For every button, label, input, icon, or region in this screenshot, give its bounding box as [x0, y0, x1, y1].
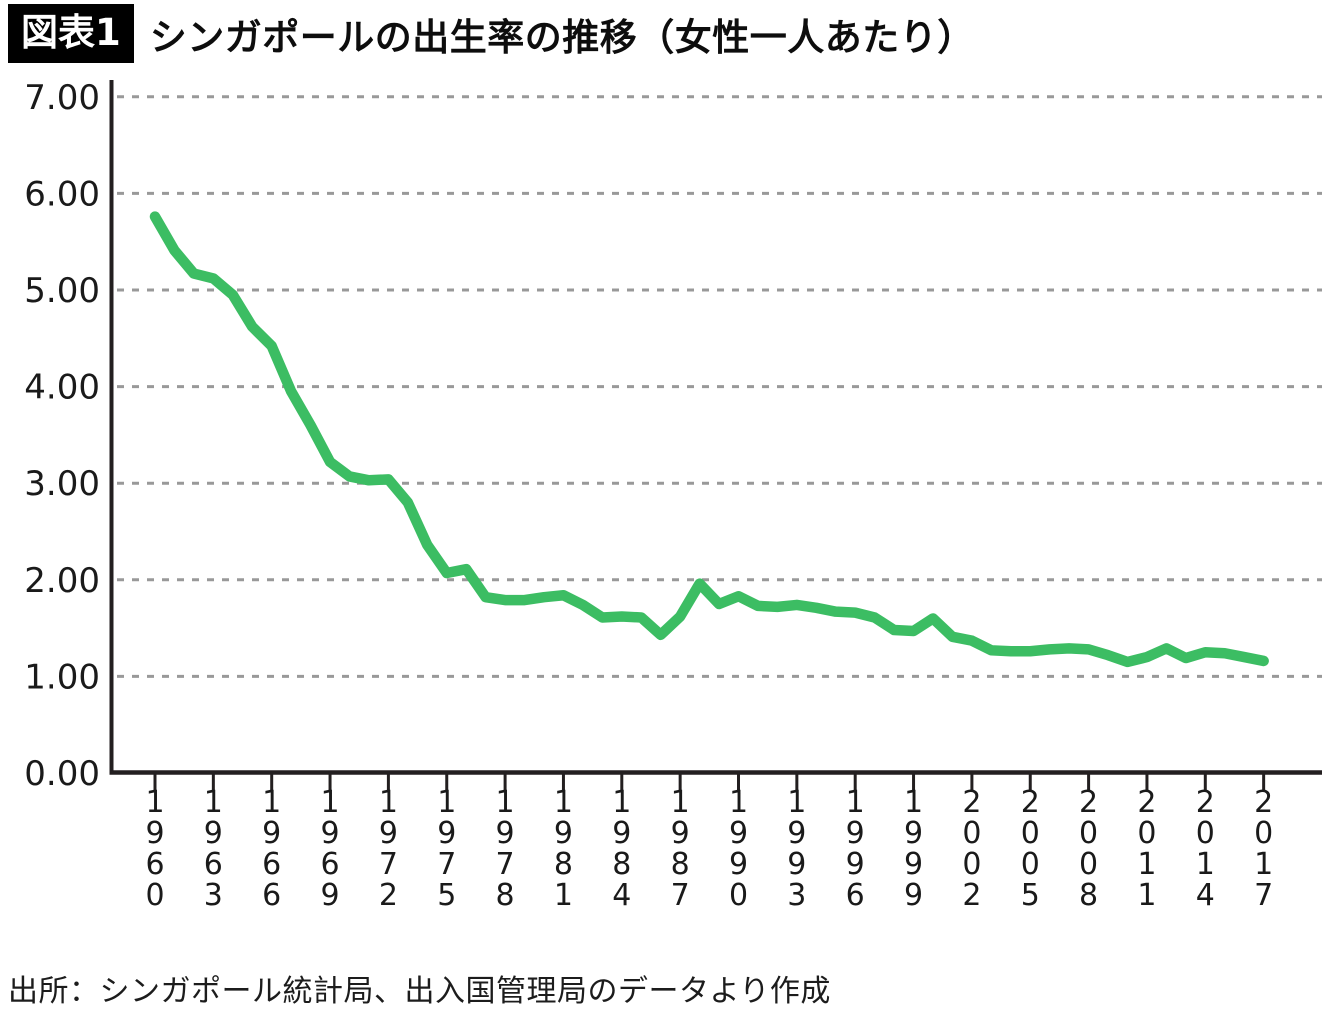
axes: [109, 80, 1322, 775]
figure-badge: 図表1: [8, 4, 134, 63]
y-axis-label: 6.00: [24, 174, 100, 214]
y-axis-label: 1.00: [24, 657, 100, 697]
y-axis-label: 3.00: [24, 464, 100, 504]
fertility-rate-line: [149, 211, 1269, 668]
source-note: 出所：シンガポール統計局、出入国管理局のデータより作成: [8, 974, 831, 1009]
x-axis-ticks: [153, 774, 1266, 791]
figure-header: 図表1 シンガポールの出生率の推移（女性一人あたり）: [8, 4, 975, 63]
x-axis-labels: 1 9 6 0 1 9 6 3 1 9 6 6 1 9 6 9 1 9 7 2 1 9 7 5 1 9 7 8 1 9 8 1 1 9 8 4 1 9 8 7…: [145, 785, 1273, 913]
chart-title: シンガポールの出生率の推移（女性一人あたり）: [149, 15, 975, 59]
y-axis-label: 4.00: [24, 368, 100, 408]
y-axis-label: 2.00: [24, 561, 100, 601]
y-axis-label: 5.00: [24, 271, 100, 311]
y-axis-label: 7.00: [24, 78, 100, 118]
gridlines: [117, 95, 1322, 678]
y-axis-label: 0.00: [24, 754, 100, 794]
y-axis-labels: 0.00 1.00 2.00 3.00 4.00 5.00 6.00 7.00: [24, 78, 100, 794]
